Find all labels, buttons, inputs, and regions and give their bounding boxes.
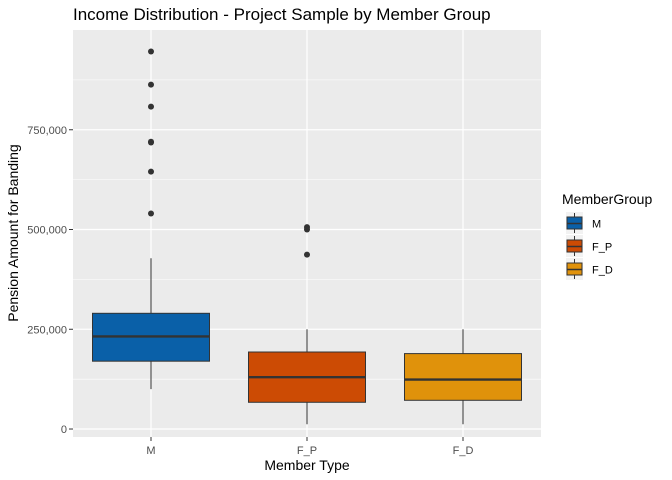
legend-item-F_P: F_P (566, 235, 612, 257)
box-F_D (404, 329, 522, 425)
outlier-point (148, 168, 154, 175)
y-tick-label: 0 (61, 424, 67, 436)
outlier-point (148, 138, 154, 145)
x-axis-title: Member Type (264, 457, 350, 473)
y-axis: 0 250,000 500,000 750,000 (27, 125, 73, 436)
outlier-point (148, 48, 154, 55)
x-tick-label: F_D (453, 445, 474, 457)
legend-title: MemberGroup (562, 191, 652, 207)
legend: MemberGroup M F_P F_D (562, 191, 652, 280)
outlier-point (304, 224, 310, 231)
outlier-point (304, 251, 310, 258)
y-tick-label: 500,000 (27, 225, 67, 237)
legend-label: F_D (592, 265, 613, 277)
outlier-point (148, 103, 154, 110)
legend-label: M (592, 219, 601, 231)
y-tick-label: 250,000 (27, 324, 67, 336)
iqr-box (404, 353, 522, 401)
x-axis: M F_P F_D (146, 437, 473, 457)
box-M (92, 48, 210, 390)
box-F_P (248, 224, 366, 425)
outlier-point (148, 210, 154, 217)
y-axis-title: Pension Amount for Banding (5, 144, 21, 321)
legend-item-F_D: F_D (566, 258, 613, 280)
chart-title: Income Distribution - Project Sample by … (73, 5, 491, 24)
x-tick-label: M (146, 445, 155, 457)
x-tick-label: F_P (297, 445, 317, 457)
legend-label: F_P (592, 242, 612, 254)
boxes (92, 48, 522, 425)
outlier-point (148, 81, 154, 88)
legend-item-M: M (566, 212, 601, 234)
y-tick-label: 750,000 (27, 125, 67, 137)
